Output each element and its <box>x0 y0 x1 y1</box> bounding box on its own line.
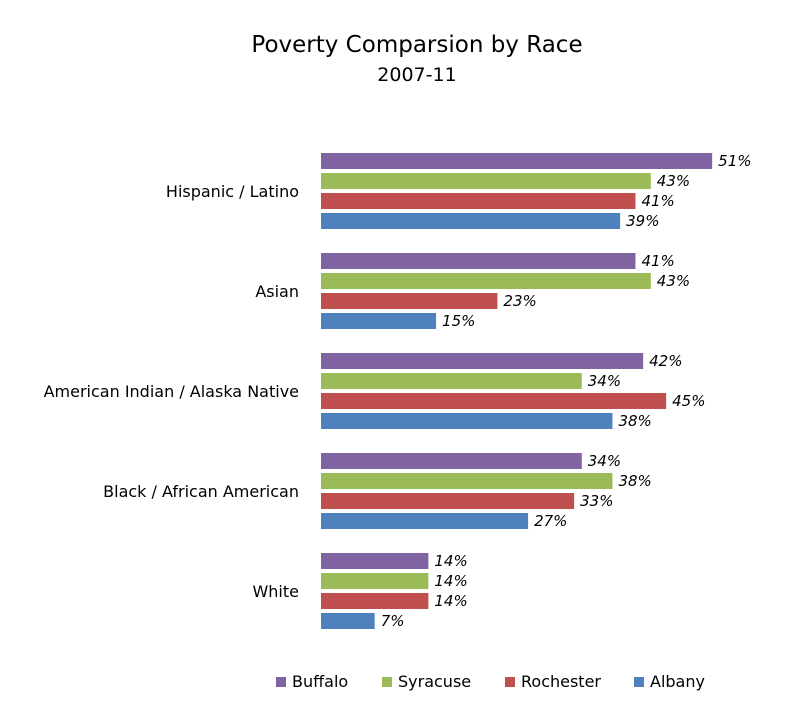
bar-rochester <box>321 293 498 309</box>
data-label: 14% <box>434 592 467 610</box>
data-label: 41% <box>641 192 674 210</box>
chart-subtitle: 2007-11 <box>377 64 456 86</box>
bar-albany <box>321 213 621 229</box>
legend-swatch-albany <box>634 677 644 687</box>
data-label: 7% <box>381 612 405 630</box>
bar-syracuse <box>321 173 651 189</box>
bar-rochester <box>321 493 575 509</box>
bar-rochester <box>321 193 636 209</box>
bar-buffalo <box>321 353 644 369</box>
bar-syracuse <box>321 573 429 589</box>
data-label: 14% <box>434 552 467 570</box>
legend-swatch-syracuse <box>382 677 392 687</box>
category-label: Black / African American <box>103 482 299 501</box>
bar-buffalo <box>321 153 713 169</box>
data-label: 23% <box>503 292 536 310</box>
data-label: 34% <box>588 452 621 470</box>
bar-syracuse <box>321 473 613 489</box>
data-label: 43% <box>657 272 690 290</box>
category-label: American Indian / Alaska Native <box>44 382 299 401</box>
data-label: 43% <box>657 172 690 190</box>
legend-label-rochester: Rochester <box>521 672 601 691</box>
category-label: Asian <box>255 282 299 301</box>
chart-legend: Buffalo Syracuse Rochester Albany <box>276 672 705 691</box>
data-label: 38% <box>618 412 651 430</box>
data-label: 27% <box>534 512 567 530</box>
legend-label-buffalo: Buffalo <box>292 672 348 691</box>
bar-buffalo <box>321 553 429 569</box>
data-label: 39% <box>626 212 659 230</box>
bar-buffalo <box>321 453 582 469</box>
bar-rochester <box>321 393 667 409</box>
bar-syracuse <box>321 373 582 389</box>
plot-area: Hispanic / Latino 51% 43% 41% 39% Asian 41% 43%… <box>44 152 752 630</box>
data-label: 42% <box>649 352 682 370</box>
data-label: 41% <box>641 252 674 270</box>
bar-buffalo <box>321 253 636 269</box>
bar-syracuse <box>321 273 651 289</box>
data-label: 45% <box>672 392 705 410</box>
bar-albany <box>321 413 613 429</box>
data-label: 34% <box>588 372 621 390</box>
data-label: 14% <box>434 572 467 590</box>
category-label: Hispanic / Latino <box>166 182 299 201</box>
legend-label-syracuse: Syracuse <box>398 672 471 691</box>
data-label: 51% <box>718 152 751 170</box>
data-label: 15% <box>442 312 475 330</box>
legend-swatch-buffalo <box>276 677 286 687</box>
chart-title: Poverty Comparsion by Race <box>251 32 582 58</box>
bar-albany <box>321 513 529 529</box>
bar-albany <box>321 313 437 329</box>
category-label: White <box>252 582 299 601</box>
bar-albany <box>321 613 375 629</box>
legend-swatch-rochester <box>505 677 515 687</box>
data-label: 38% <box>618 472 651 490</box>
data-label: 33% <box>580 492 613 510</box>
legend-label-albany: Albany <box>650 672 705 691</box>
bar-rochester <box>321 593 429 609</box>
